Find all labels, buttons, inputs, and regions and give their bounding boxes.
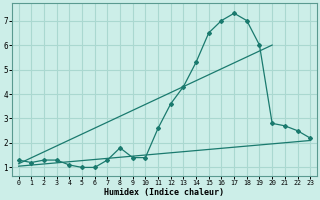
X-axis label: Humidex (Indice chaleur): Humidex (Indice chaleur) bbox=[104, 188, 224, 197]
